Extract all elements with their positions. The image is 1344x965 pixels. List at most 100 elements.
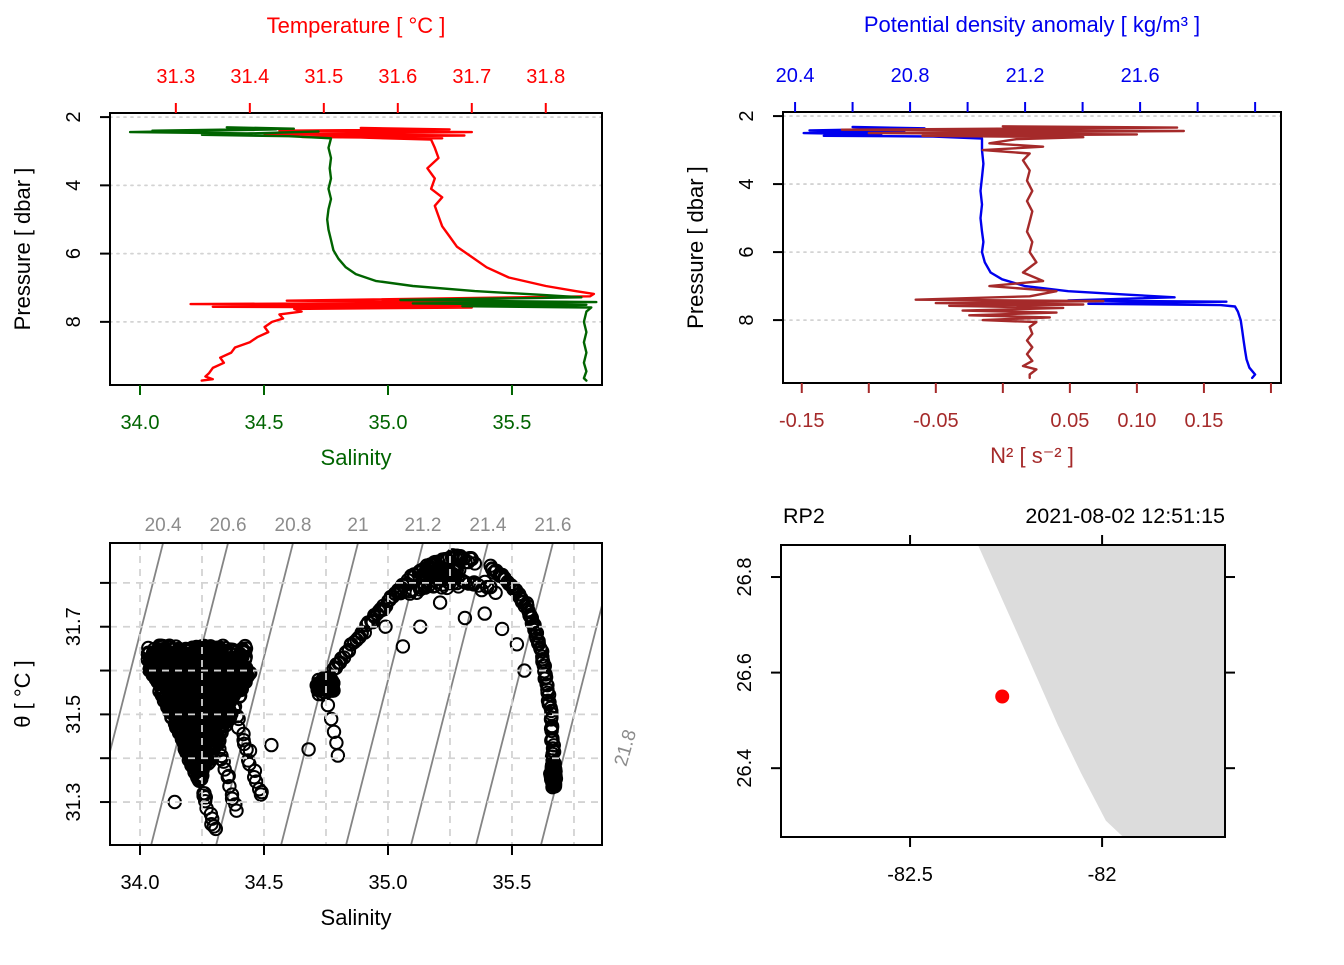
ts-point (432, 595, 448, 610)
salinity-profile-line (128, 126, 598, 382)
bottom-axis-tick-label: 0.05 (1050, 410, 1089, 432)
top-axis-title: Temperature [ °C ] (267, 13, 446, 38)
ts-point (357, 625, 372, 640)
ts-point (320, 678, 335, 693)
ts-point (461, 554, 476, 570)
isopycnal-line (540, 601, 602, 845)
left-axis-tick-label: 31.5 (63, 695, 85, 734)
ts-point (178, 739, 194, 754)
bottom-axis-tick-label: 35.5 (493, 412, 532, 434)
left-axis-tick-label: 2 (63, 112, 85, 123)
plot-box (780, 544, 1226, 838)
bottom-axis-tick-label: 35.0 (369, 872, 408, 894)
ts-point (216, 754, 231, 769)
bottom-axis-tick-label: -0.15 (779, 410, 825, 432)
station-marker (995, 689, 1010, 704)
ts-point (200, 675, 215, 690)
ts-point (247, 763, 263, 778)
ctd-profile-temperature-salinity-panel: 31.3 31.4 31.5 31.6 31.7 31.8 Temperature [ °C… (10, 13, 603, 470)
isopycnal-label: 20.4 (145, 515, 182, 536)
ts-point (488, 585, 503, 600)
ts-point (156, 638, 171, 654)
ts-point (161, 698, 176, 714)
bottom-axis-tick-label: 0.10 (1117, 410, 1156, 432)
bottom-axis-tick-label: 34.5 (245, 872, 284, 894)
left-axis-title: Pressure [ dbar ] (683, 166, 708, 329)
ts-point (183, 697, 199, 713)
top-axis-tick-label: 31.7 (452, 66, 491, 88)
ts-point (207, 662, 222, 677)
temperature-profile-line (189, 126, 596, 382)
ts-point (212, 741, 227, 757)
ts-point (231, 711, 246, 727)
ts-point (236, 726, 251, 742)
ts-point (208, 821, 224, 837)
ts-point (467, 556, 482, 571)
ts-point (544, 723, 559, 739)
top-axis-tick-label: 31.8 (526, 66, 565, 88)
left-axis-tick-label: 31.7 (63, 607, 85, 646)
isopycnal-label: 21 (347, 515, 368, 536)
ts-point (213, 647, 229, 663)
top-axis-tick-label: 31.3 (156, 66, 195, 88)
ts-point (229, 803, 244, 818)
longitude-tick-label: -82.5 (887, 864, 933, 886)
ts-point (301, 742, 316, 757)
isopycnal-label: 21.4 (469, 515, 506, 536)
map-station-label: RP2 (783, 504, 825, 528)
ts-diagram-panel: 20.4 20.6 20.8 21 21.2 21.4 21.6 21.8 34.0 34.5 35… (10, 515, 641, 930)
ts-point (206, 819, 222, 834)
left-axis-title: Pressure [ dbar ] (10, 168, 35, 331)
ts-point (220, 769, 236, 785)
left-axis-tick-label: 8 (63, 316, 85, 327)
isopycnal-label: 20.8 (275, 515, 312, 536)
ts-point (373, 602, 388, 617)
ts-point (198, 794, 213, 809)
latitude-tick-label: 26.6 (734, 653, 756, 692)
ts-point (204, 817, 219, 832)
left-axis-tick-label: 6 (736, 247, 758, 258)
ts-point (217, 671, 233, 687)
ts-scatter-points (140, 548, 564, 837)
ts-point (150, 661, 165, 676)
longitude-tick-label: -82 (1088, 864, 1117, 886)
ts-point (197, 786, 212, 801)
ts-point (395, 639, 411, 654)
bottom-axis-tick-label: -0.05 (913, 410, 959, 432)
plot-box (109, 542, 603, 846)
bottom-axis-title: Salinity (321, 905, 392, 930)
ts-point (222, 704, 238, 720)
ts-point (535, 644, 550, 659)
ts-point (264, 737, 279, 753)
ts-gridlines (110, 543, 602, 845)
isopycnal-line (475, 543, 554, 845)
isopycnal-label: 21.6 (534, 515, 571, 536)
ts-point (546, 771, 561, 786)
ts-point (180, 643, 195, 658)
bottom-axis-tick-label: 35.0 (369, 412, 408, 434)
isopycnal-label-right: 21.8 (611, 727, 641, 768)
land-area (978, 545, 1225, 837)
left-axis-tick-label: 4 (63, 180, 85, 191)
ts-point (417, 567, 432, 582)
ts-point (228, 797, 243, 812)
ts-point (509, 637, 525, 652)
top-axis-tick-label: 21.2 (1006, 65, 1045, 87)
station-map-panel: -82.5 -82 26.4 26.6 26.8 RP2 2021-08-02 12:51:… (734, 504, 1235, 886)
isopycnal-label: 20.6 (210, 515, 247, 536)
bottom-axis-title: Salinity (321, 445, 392, 470)
ts-point (330, 748, 346, 763)
top-axis-tick-label: 21.6 (1121, 65, 1160, 87)
isopycnal-label: 21.2 (404, 515, 441, 536)
isopycnal-line (110, 543, 164, 756)
left-axis-tick-label: 8 (736, 315, 758, 326)
ts-point (477, 606, 492, 621)
ts-point (423, 567, 438, 582)
ts-point (437, 569, 452, 584)
ts-point (378, 619, 393, 634)
latitude-tick-label: 26.8 (734, 558, 756, 597)
left-axis-tick-label: 4 (736, 179, 758, 190)
isopycnal-line (215, 543, 294, 845)
